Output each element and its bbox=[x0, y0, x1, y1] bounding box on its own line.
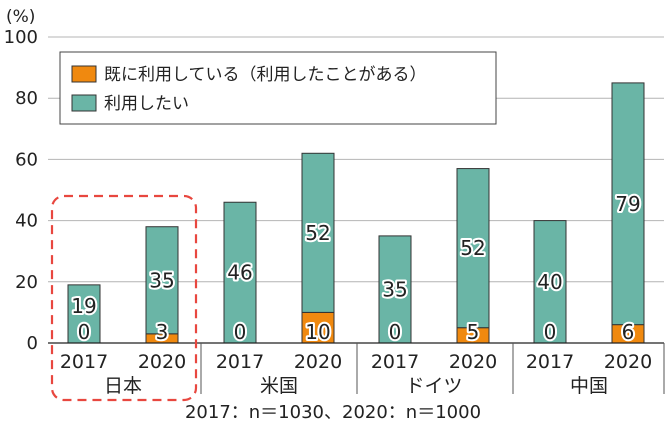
legend: 既に利用している（利用したことがある） 利用したい bbox=[59, 51, 497, 125]
data-label: 5 bbox=[467, 320, 480, 344]
x-axis: 2017 2020 2017 2020 2017 2020 2017 2020日本 米国 ドイツ中… bbox=[48, 342, 665, 397]
data-label: 0 bbox=[234, 320, 247, 344]
bar-segment-want-to-use bbox=[456, 168, 490, 329]
y-tick-label: 60 bbox=[15, 149, 38, 170]
x-tick-label: 2020 bbox=[138, 351, 186, 373]
y-tick-label: 20 bbox=[15, 272, 38, 293]
group-label: 中国 bbox=[570, 375, 608, 397]
y-tick-label: 80 bbox=[15, 88, 38, 109]
bar-segment-want-to-use bbox=[611, 82, 645, 326]
y-tick-label: 0 bbox=[27, 333, 38, 354]
bar-segment-want-to-use bbox=[533, 220, 567, 344]
bar-segment-already-using bbox=[301, 311, 335, 344]
data-label: 10 bbox=[305, 320, 330, 344]
x-tick-label: 2017 bbox=[60, 351, 108, 373]
data-label: 0 bbox=[544, 320, 557, 344]
data-label: 0 bbox=[78, 320, 91, 344]
bar-segment-want-to-use bbox=[145, 226, 179, 335]
x-tick-label: 2017 bbox=[371, 351, 419, 373]
bar-segment-want-to-use bbox=[223, 201, 257, 344]
group-label: ドイツ bbox=[405, 375, 462, 397]
legend-swatch bbox=[71, 94, 97, 112]
legend-swatch bbox=[71, 65, 97, 83]
x-tick-label: 2017 bbox=[216, 351, 264, 373]
legend-label: 利用したい bbox=[104, 94, 189, 114]
bars bbox=[67, 82, 645, 344]
data-label: 40 bbox=[537, 270, 562, 294]
footnote: 2017：n＝1030、2020：n＝1000 bbox=[185, 402, 481, 423]
data-label: 3 bbox=[156, 320, 169, 344]
highlight-box bbox=[50, 194, 198, 402]
data-label: 35 bbox=[149, 268, 174, 292]
bar-segment-want-to-use bbox=[67, 284, 101, 344]
bar-segment-want-to-use bbox=[301, 152, 335, 313]
group-label: 米国 bbox=[260, 375, 298, 397]
data-label: 52 bbox=[460, 236, 485, 260]
y-tick-label: 40 bbox=[15, 211, 38, 232]
y-tick-label: 100 bbox=[4, 27, 38, 48]
data-label: 35 bbox=[382, 277, 407, 301]
data-label: 0 bbox=[389, 320, 402, 344]
legend-label: 既に利用している（利用したことがある） bbox=[104, 65, 427, 85]
x-tick-label: 2020 bbox=[604, 351, 652, 373]
data-label: 52 bbox=[305, 221, 330, 245]
bar-segment-want-to-use bbox=[378, 235, 412, 344]
x-tick-label: 2020 bbox=[449, 351, 497, 373]
x-tick-label: 2020 bbox=[294, 351, 342, 373]
group-label: 日本 bbox=[104, 375, 142, 397]
legend-box bbox=[59, 51, 497, 125]
y-axis-ticks: 0 20 40 60 80 100 bbox=[4, 27, 38, 354]
data-label: 19 bbox=[71, 294, 96, 318]
data-label: 79 bbox=[615, 192, 640, 216]
x-tick-label: 2017 bbox=[526, 351, 574, 373]
data-label: 6 bbox=[622, 320, 635, 344]
y-axis-unit: (%) bbox=[6, 7, 35, 27]
data-label: 46 bbox=[227, 261, 252, 285]
